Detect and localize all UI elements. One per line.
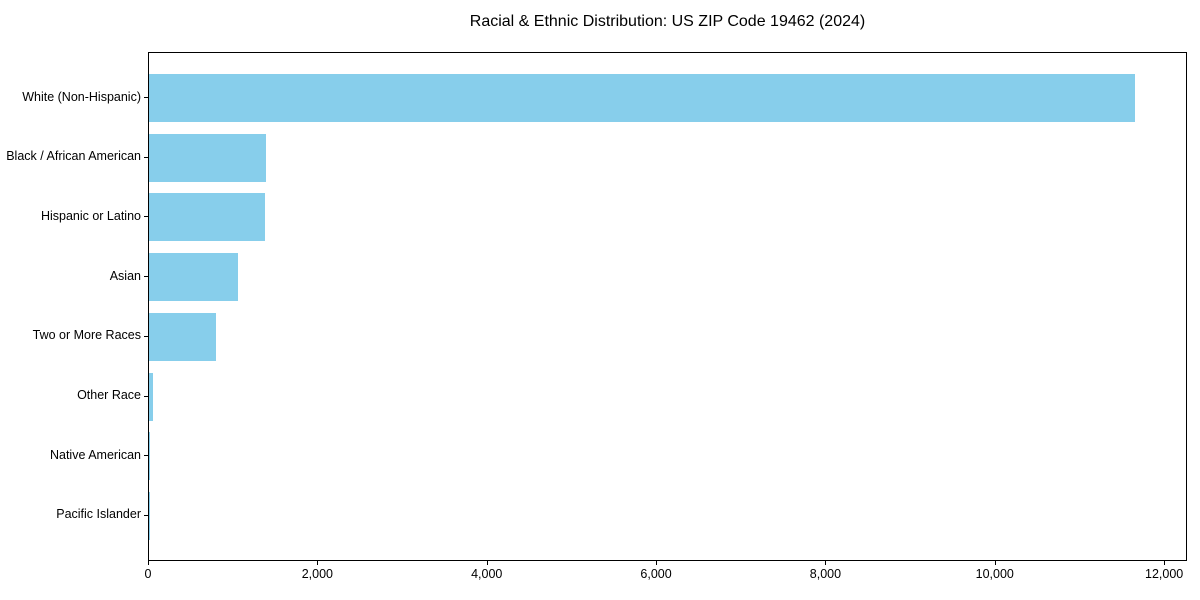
bar: [149, 253, 238, 302]
x-tick-mark: [656, 561, 658, 565]
y-tick-label: White (Non-Hispanic): [22, 89, 141, 104]
plot-area: [148, 52, 1187, 561]
y-tick-label: Two or More Races: [32, 328, 141, 343]
bar: [149, 312, 216, 361]
y-tick-mark: [144, 276, 148, 278]
y-tick-mark: [144, 335, 148, 337]
bar: [149, 432, 150, 481]
bar: [149, 372, 153, 421]
y-tick-mark: [144, 514, 148, 516]
x-tick-label: 12,000: [1145, 567, 1184, 581]
x-tick-label: 8,000: [809, 567, 842, 581]
bar: [149, 133, 266, 182]
x-tick-mark: [825, 561, 827, 565]
x-tick-mark: [148, 561, 149, 565]
x-tick-label: 10,000: [975, 567, 1014, 581]
bar: [149, 74, 1136, 122]
x-tick-label: 4,000: [471, 567, 503, 581]
y-tick-label: Native American: [49, 447, 141, 462]
y-tick-label: Pacific Islander: [56, 507, 141, 522]
y-tick-label: Hispanic or Latino: [40, 208, 141, 223]
x-tick-mark: [317, 561, 319, 565]
x-tick-label: 6,000: [640, 567, 672, 581]
y-tick-mark: [144, 216, 148, 218]
chart-title: Racial & Ethnic Distribution: US ZIP Cod…: [469, 13, 866, 30]
x-tick-mark: [1164, 561, 1166, 565]
y-tick-label: Black / African American: [6, 149, 141, 164]
x-tick-label: 0: [144, 567, 152, 581]
x-tick-label: 2,000: [301, 567, 333, 581]
y-tick-mark: [144, 395, 148, 397]
y-tick-mark: [144, 156, 148, 158]
y-tick-mark: [144, 455, 148, 457]
x-tick-mark: [994, 561, 996, 565]
y-tick-label: Other Race: [77, 388, 141, 402]
bar: [149, 193, 265, 242]
y-tick-label: Asian: [109, 268, 141, 283]
y-tick-mark: [144, 97, 148, 98]
x-tick-mark: [486, 561, 488, 565]
